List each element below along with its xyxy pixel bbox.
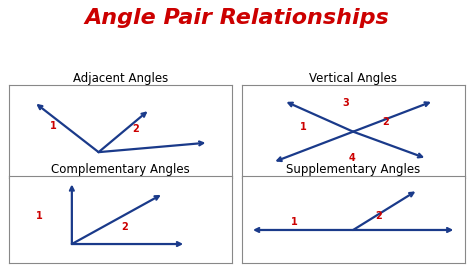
Text: 1: 1 — [300, 122, 306, 132]
Text: 1: 1 — [36, 211, 43, 222]
Text: 4: 4 — [349, 153, 356, 164]
Text: 2: 2 — [382, 117, 389, 127]
Text: 2: 2 — [121, 222, 128, 232]
Text: 2: 2 — [132, 124, 139, 134]
Title: Complementary Angles: Complementary Angles — [52, 163, 190, 176]
Text: 2: 2 — [375, 211, 382, 222]
Title: Supplementary Angles: Supplementary Angles — [286, 163, 420, 176]
Text: 3: 3 — [342, 98, 349, 108]
Title: Adjacent Angles: Adjacent Angles — [73, 72, 168, 85]
Title: Vertical Angles: Vertical Angles — [309, 72, 397, 85]
Text: 1: 1 — [50, 121, 56, 131]
Text: 1: 1 — [291, 217, 298, 227]
Text: Angle Pair Relationships: Angle Pair Relationships — [85, 8, 389, 28]
